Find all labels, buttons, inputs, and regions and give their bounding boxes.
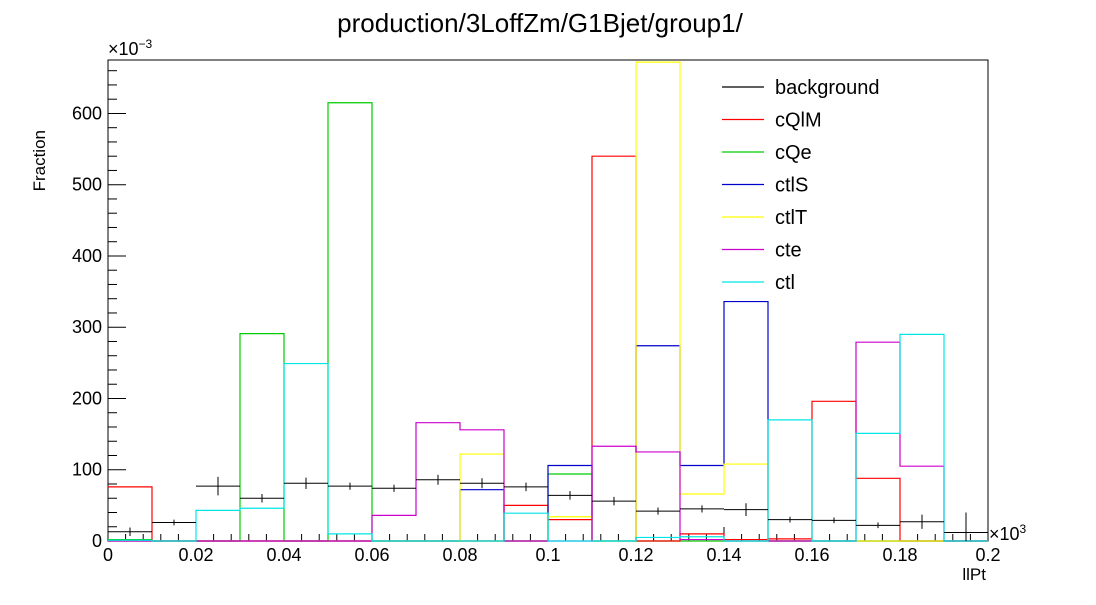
x-multiplier-exponent: 3 <box>1020 522 1027 536</box>
data-point <box>636 507 680 515</box>
data-point <box>152 519 196 526</box>
legend-item-ctlT: ctlT <box>722 207 807 229</box>
x-tick-label: 0.08 <box>442 545 477 565</box>
legend-item-ctl: ctl <box>722 272 795 294</box>
y-tick-labels: 0 100 200 300 400 500 600 <box>72 103 102 551</box>
data-point <box>680 505 724 513</box>
data-point <box>328 482 372 490</box>
data-point <box>284 477 328 489</box>
data-point <box>900 514 944 529</box>
x-tick-label: 0.14 <box>706 545 741 565</box>
y-tick-label: 100 <box>72 460 102 480</box>
data-point <box>724 503 768 517</box>
data-point <box>460 478 504 489</box>
data-point <box>548 491 592 500</box>
legend-label: cQe <box>775 142 812 164</box>
data-point <box>592 496 636 506</box>
legend-label: ctlT <box>775 207 807 229</box>
series-ctl <box>108 333 988 542</box>
y-tick-label: 400 <box>72 246 102 266</box>
x-tick-label: 0.02 <box>178 545 213 565</box>
legend-label: ctl <box>775 272 795 294</box>
x-tick-label: 0.06 <box>354 545 389 565</box>
legend: background cQlM cQe ctlS ctlT cte ctl <box>722 77 880 294</box>
data-point <box>856 522 900 529</box>
y-tick-label: 300 <box>72 317 102 337</box>
y-tick-label: 200 <box>72 388 102 408</box>
x-tick-label: 0.12 <box>618 545 653 565</box>
x-axis-title: llPt <box>962 565 986 584</box>
x-multiplier-base: ×10 <box>989 524 1020 544</box>
series-background <box>108 474 988 541</box>
data-point <box>416 474 460 485</box>
data-point <box>504 482 548 492</box>
data-point <box>768 516 812 523</box>
x-tick-label: 0.16 <box>794 545 829 565</box>
x-tick-label: 0.2 <box>975 545 1000 565</box>
series-cte <box>108 341 988 542</box>
series-layer <box>108 61 988 542</box>
chart-title: production/3LoffZm/G1Bjet/group1/ <box>337 8 743 38</box>
x-tick-label: 0 <box>103 545 113 565</box>
legend-item-ctlS: ctlS <box>722 175 808 197</box>
y-tick-label: 500 <box>72 175 102 195</box>
data-point <box>196 476 240 496</box>
legend-label: background <box>775 77 880 99</box>
x-tick-label: 0.18 <box>882 545 917 565</box>
legend-item-cQlM: cQlM <box>722 110 822 132</box>
series-line-ctl <box>108 333 988 542</box>
legend-label: cQlM <box>775 110 822 132</box>
y-multiplier-exponent: −3 <box>139 37 153 51</box>
legend-item-background: background <box>722 77 880 99</box>
x-tick-label: 0.1 <box>535 545 560 565</box>
data-point <box>108 527 152 537</box>
series-line-cte <box>108 341 988 542</box>
x-tick-label: 0.04 <box>266 545 301 565</box>
data-point <box>944 512 988 541</box>
y-multiplier-base: ×10 <box>108 39 139 59</box>
data-point <box>372 484 416 492</box>
x-tick-labels: 0 0.02 0.04 0.06 0.08 0.1 0.12 0.14 0.16 0.18 0.2 <box>103 545 1001 565</box>
legend-label: ctlS <box>775 175 808 197</box>
legend-item-cte: cte <box>722 240 802 262</box>
x-axis-multiplier: ×103 <box>989 522 1027 544</box>
data-point <box>240 493 284 503</box>
y-axis-title: Fraction <box>30 130 49 191</box>
data-point <box>812 517 856 524</box>
y-tick-label: 0 <box>92 531 102 551</box>
y-tick-label: 600 <box>72 103 102 123</box>
legend-item-cQe: cQe <box>722 142 812 164</box>
legend-label: cte <box>775 240 802 262</box>
y-axis-multiplier: ×10−3 <box>108 37 153 59</box>
